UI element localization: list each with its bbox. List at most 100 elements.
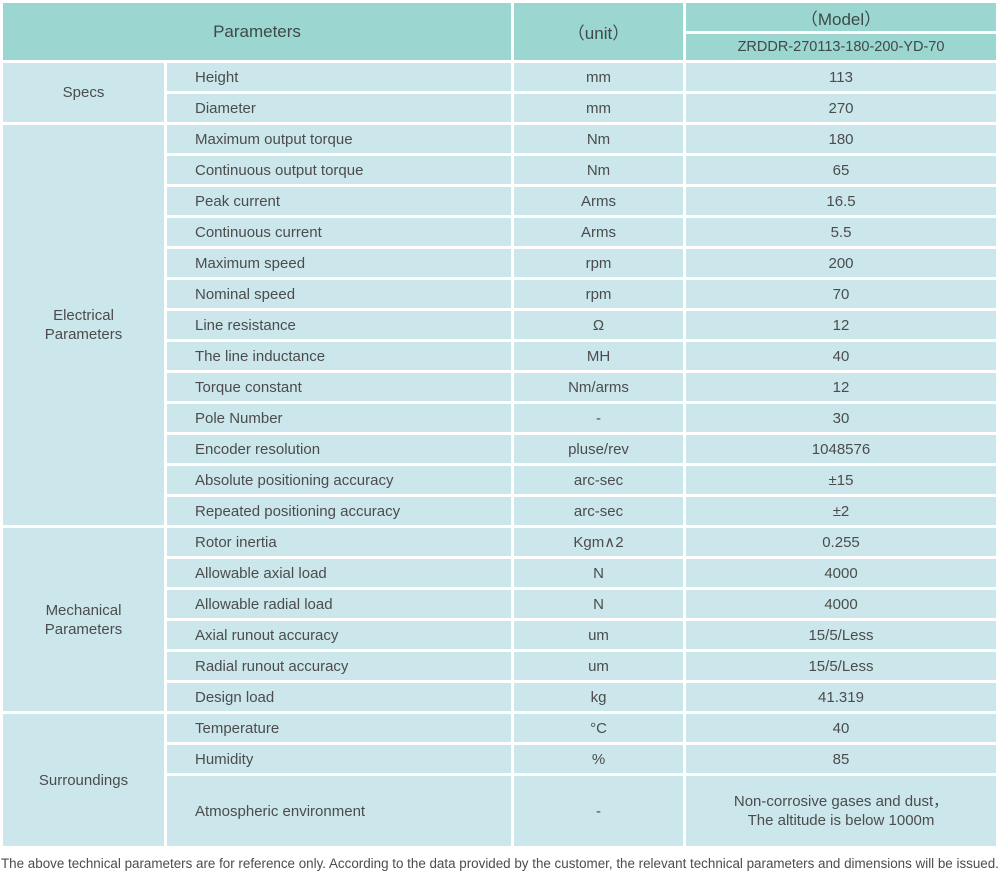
table-row: Diameter mm 270 bbox=[3, 94, 996, 122]
parameter-value: 16.5 bbox=[686, 187, 996, 215]
parameter-unit: - bbox=[514, 776, 683, 846]
parameter-unit: °C bbox=[514, 714, 683, 742]
parameter-value: 40 bbox=[686, 714, 996, 742]
table-row: Design load kg 41.319 bbox=[3, 683, 996, 711]
parameter-value: 70 bbox=[686, 280, 996, 308]
header-model: （Model） bbox=[686, 3, 996, 31]
parameter-unit: Nm/arms bbox=[514, 373, 683, 401]
parameter-value: 41.319 bbox=[686, 683, 996, 711]
parameter-name: Humidity bbox=[167, 745, 511, 773]
parameter-value: 4000 bbox=[686, 590, 996, 618]
parameter-name: Absolute positioning accuracy bbox=[167, 466, 511, 494]
parameter-name: Repeated positioning accuracy bbox=[167, 497, 511, 525]
parameter-value: ±15 bbox=[686, 466, 996, 494]
parameter-unit: um bbox=[514, 652, 683, 680]
table-row: Encoder resolution pluse/rev 1048576 bbox=[3, 435, 996, 463]
parameter-name: Pole Number bbox=[167, 404, 511, 432]
parameter-name: Nominal speed bbox=[167, 280, 511, 308]
parameter-name: Allowable radial load bbox=[167, 590, 511, 618]
parameter-unit: Kgm∧2 bbox=[514, 528, 683, 556]
parameter-unit: % bbox=[514, 745, 683, 773]
parameter-value: 15/5/Less bbox=[686, 621, 996, 649]
footer-note: The above technical parameters are for r… bbox=[1, 856, 999, 871]
parameters-table: Parameters （unit） （Model） ZRDDR-270113-1… bbox=[3, 3, 996, 846]
table-row: Continuous output torque Nm 65 bbox=[3, 156, 996, 184]
header-model-number: ZRDDR-270113-180-200-YD-70 bbox=[686, 34, 996, 60]
parameter-value: 180 bbox=[686, 125, 996, 153]
section-label: Mechanical Parameters bbox=[3, 528, 164, 711]
parameter-name: Rotor inertia bbox=[167, 528, 511, 556]
parameter-name: The line inductance bbox=[167, 342, 511, 370]
table-row: Allowable axial load N 4000 bbox=[3, 559, 996, 587]
table-row: Line resistance Ω 12 bbox=[3, 311, 996, 339]
parameter-value: Non-corrosive gases and dust， The altitu… bbox=[686, 776, 996, 846]
table-row: Repeated positioning accuracy arc-sec ±2 bbox=[3, 497, 996, 525]
table-row: Radial runout accuracy um 15/5/Less bbox=[3, 652, 996, 680]
parameter-value: 4000 bbox=[686, 559, 996, 587]
parameter-unit: mm bbox=[514, 94, 683, 122]
parameter-unit: rpm bbox=[514, 280, 683, 308]
parameter-unit: Arms bbox=[514, 218, 683, 246]
parameter-value: 270 bbox=[686, 94, 996, 122]
table-row: Torque constant Nm/arms 12 bbox=[3, 373, 996, 401]
table-row: Peak current Arms 16.5 bbox=[3, 187, 996, 215]
parameter-unit: Nm bbox=[514, 125, 683, 153]
parameter-name: Allowable axial load bbox=[167, 559, 511, 587]
parameter-name: Atmospheric environment bbox=[167, 776, 511, 846]
table-row: Axial runout accuracy um 15/5/Less bbox=[3, 621, 996, 649]
table-row: Surroundings Temperature °C 40 bbox=[3, 714, 996, 846]
parameter-unit: kg bbox=[514, 683, 683, 711]
parameter-unit: Arms bbox=[514, 187, 683, 215]
parameter-value: ±2 bbox=[686, 497, 996, 525]
parameter-name: Axial runout accuracy bbox=[167, 621, 511, 649]
parameter-unit: mm bbox=[514, 63, 683, 91]
table-row: Maximum speed rpm 200 bbox=[3, 249, 996, 277]
parameter-name: Temperature bbox=[167, 714, 511, 742]
section-label: Electrical Parameters bbox=[3, 125, 164, 525]
table-row: Mechanical Parameters Rotor inertia Kgm∧2 0… bbox=[3, 528, 996, 711]
parameter-unit: MH bbox=[514, 342, 683, 370]
parameter-unit: arc-sec bbox=[514, 497, 683, 525]
parameter-unit: um bbox=[514, 621, 683, 649]
parameter-value: 12 bbox=[686, 311, 996, 339]
parameter-name: Diameter bbox=[167, 94, 511, 122]
parameter-value: 85 bbox=[686, 745, 996, 773]
parameter-value: 65 bbox=[686, 156, 996, 184]
parameter-unit: N bbox=[514, 590, 683, 618]
parameter-value: 30 bbox=[686, 404, 996, 432]
table-row: Specs Height mm 113 bbox=[3, 63, 996, 122]
parameter-name: Encoder resolution bbox=[167, 435, 511, 463]
parameter-name: Continuous current bbox=[167, 218, 511, 246]
parameter-value: 40 bbox=[686, 342, 996, 370]
table-row: Absolute positioning accuracy arc-sec ±15 bbox=[3, 466, 996, 494]
table-row: Continuous current Arms 5.5 bbox=[3, 218, 996, 246]
parameter-unit: N bbox=[514, 559, 683, 587]
parameter-name: Continuous output torque bbox=[167, 156, 511, 184]
table-body: Specs Height mm 113 Diameter mm 270 Electrical … bbox=[3, 63, 996, 846]
header-parameters: Parameters bbox=[3, 3, 511, 60]
table-header: Parameters （unit） （Model） ZRDDR-270113-1… bbox=[3, 3, 996, 60]
section-label: Surroundings bbox=[3, 714, 164, 846]
parameter-unit: Nm bbox=[514, 156, 683, 184]
table-row: Electrical Parameters Maximum output torq… bbox=[3, 125, 996, 525]
table-row: Nominal speed rpm 70 bbox=[3, 280, 996, 308]
table-row: The line inductance MH 40 bbox=[3, 342, 996, 370]
section-label: Specs bbox=[3, 63, 164, 122]
parameter-value: 200 bbox=[686, 249, 996, 277]
parameter-unit: arc-sec bbox=[514, 466, 683, 494]
table-row: Pole Number -30 bbox=[3, 404, 996, 432]
parameter-unit: - bbox=[514, 404, 683, 432]
table-row: Humidity% 85 bbox=[3, 745, 996, 773]
parameter-value: 113 bbox=[686, 63, 996, 91]
parameter-name: Line resistance bbox=[167, 311, 511, 339]
parameter-name: Design load bbox=[167, 683, 511, 711]
parameter-unit: rpm bbox=[514, 249, 683, 277]
parameter-unit: pluse/rev bbox=[514, 435, 683, 463]
parameter-name: Maximum output torque bbox=[167, 125, 511, 153]
parameter-name: Torque constant bbox=[167, 373, 511, 401]
parameter-value: 5.5 bbox=[686, 218, 996, 246]
parameter-name: Maximum speed bbox=[167, 249, 511, 277]
table-row: Allowable radial load N 4000 bbox=[3, 590, 996, 618]
parameter-value: 15/5/Less bbox=[686, 652, 996, 680]
